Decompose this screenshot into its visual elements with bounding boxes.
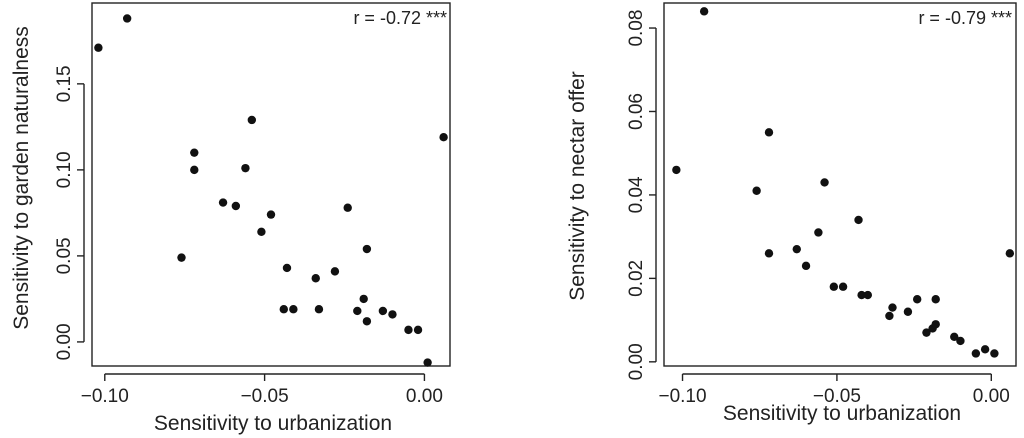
data-point-left bbox=[231, 201, 241, 211]
y-axis-label-right: Sensitivity to nectar offer bbox=[566, 71, 589, 301]
x-axis-label-right: Sensitivity to urbanization bbox=[723, 402, 961, 425]
data-point-left bbox=[289, 305, 298, 314]
data-point-left bbox=[94, 43, 103, 52]
data-point-left bbox=[314, 305, 324, 314]
data-point-right bbox=[1005, 249, 1015, 258]
data-point-left bbox=[247, 115, 257, 125]
data-point-left bbox=[378, 306, 388, 316]
data-point-right bbox=[885, 311, 894, 321]
data-point-left bbox=[266, 210, 276, 219]
data-point-right bbox=[971, 349, 981, 358]
data-point-right bbox=[990, 349, 999, 358]
y-tick-label-right: 0.00 bbox=[626, 343, 647, 380]
data-point-right bbox=[922, 328, 931, 337]
data-point-left bbox=[353, 306, 362, 316]
data-point-left bbox=[439, 132, 448, 142]
x-tick-label-left: −0.05 bbox=[241, 386, 289, 407]
data-point-left bbox=[122, 14, 132, 23]
x-axis-label-left: Sensitivity to urbanization bbox=[154, 412, 392, 435]
data-point-right bbox=[814, 228, 823, 237]
data-point-right bbox=[956, 336, 965, 346]
data-point-left bbox=[177, 253, 186, 262]
data-point-left bbox=[413, 325, 423, 335]
data-point-right bbox=[820, 178, 829, 187]
y-tick-label-left: 0.15 bbox=[54, 65, 75, 102]
data-point-right bbox=[931, 320, 940, 329]
data-point-right bbox=[863, 290, 872, 300]
correlation-annotation-right: r = -0.79 *** bbox=[918, 8, 1012, 28]
data-point-right bbox=[838, 282, 848, 291]
y-tick-label-right: 0.06 bbox=[626, 93, 647, 130]
data-point-left bbox=[388, 310, 397, 319]
panel-right: Sensitivity to nectar offer Sensitivity … bbox=[566, 2, 1017, 425]
y-tick-label-left: 0.10 bbox=[54, 151, 75, 188]
y-tick-label-right: 0.02 bbox=[626, 260, 647, 297]
data-point-right bbox=[792, 244, 801, 254]
data-point-left bbox=[330, 267, 340, 276]
data-point-right bbox=[950, 332, 959, 341]
plot-frame-right bbox=[663, 2, 1017, 367]
y-tick-label-right: 0.04 bbox=[626, 176, 647, 213]
y-tick-label-left: 0.00 bbox=[54, 323, 75, 360]
data-point-right bbox=[857, 290, 866, 300]
x-tick-label-right: −0.10 bbox=[658, 386, 706, 407]
data-point-right bbox=[903, 307, 913, 316]
data-point-right bbox=[931, 295, 940, 304]
data-point-left bbox=[343, 203, 352, 212]
data-point-right bbox=[829, 282, 839, 291]
data-point-left bbox=[279, 305, 288, 314]
data-point-left bbox=[257, 227, 266, 237]
data-point-right bbox=[912, 295, 922, 304]
data-point-right bbox=[764, 128, 774, 137]
data-point-left bbox=[190, 165, 199, 175]
panel-left: Sensitivity to garden naturalness Sensit… bbox=[10, 2, 451, 435]
data-point-right bbox=[764, 249, 774, 258]
data-point-right bbox=[980, 345, 990, 354]
data-point-left bbox=[241, 163, 250, 173]
data-point-right bbox=[752, 186, 761, 195]
data-point-right bbox=[699, 7, 709, 16]
data-point-left bbox=[362, 317, 372, 326]
x-tick-label-right: 0.00 bbox=[973, 386, 1010, 407]
data-point-left bbox=[404, 325, 413, 335]
data-point-right bbox=[888, 303, 897, 312]
data-point-left bbox=[282, 263, 292, 273]
x-tick-label-left: −0.10 bbox=[81, 386, 129, 407]
y-axis-label-left: Sensitivity to garden naturalness bbox=[10, 26, 33, 330]
data-point-left bbox=[362, 244, 372, 254]
data-point-left bbox=[311, 274, 320, 283]
data-point-left bbox=[190, 148, 199, 157]
y-tick-label-left: 0.05 bbox=[54, 237, 75, 274]
data-point-right bbox=[801, 261, 811, 271]
correlation-annotation-left: r = -0.72 *** bbox=[353, 8, 447, 28]
x-tick-label-left: 0.00 bbox=[406, 386, 443, 407]
x-tick-label-right: −0.05 bbox=[813, 386, 861, 407]
plot-frame-left bbox=[91, 2, 451, 367]
data-point-left bbox=[218, 198, 228, 207]
data-point-right bbox=[854, 215, 863, 225]
data-point-left bbox=[423, 358, 432, 367]
y-tick-label-right: 0.08 bbox=[626, 10, 647, 47]
data-point-left bbox=[359, 294, 368, 304]
data-point-right bbox=[672, 165, 681, 175]
